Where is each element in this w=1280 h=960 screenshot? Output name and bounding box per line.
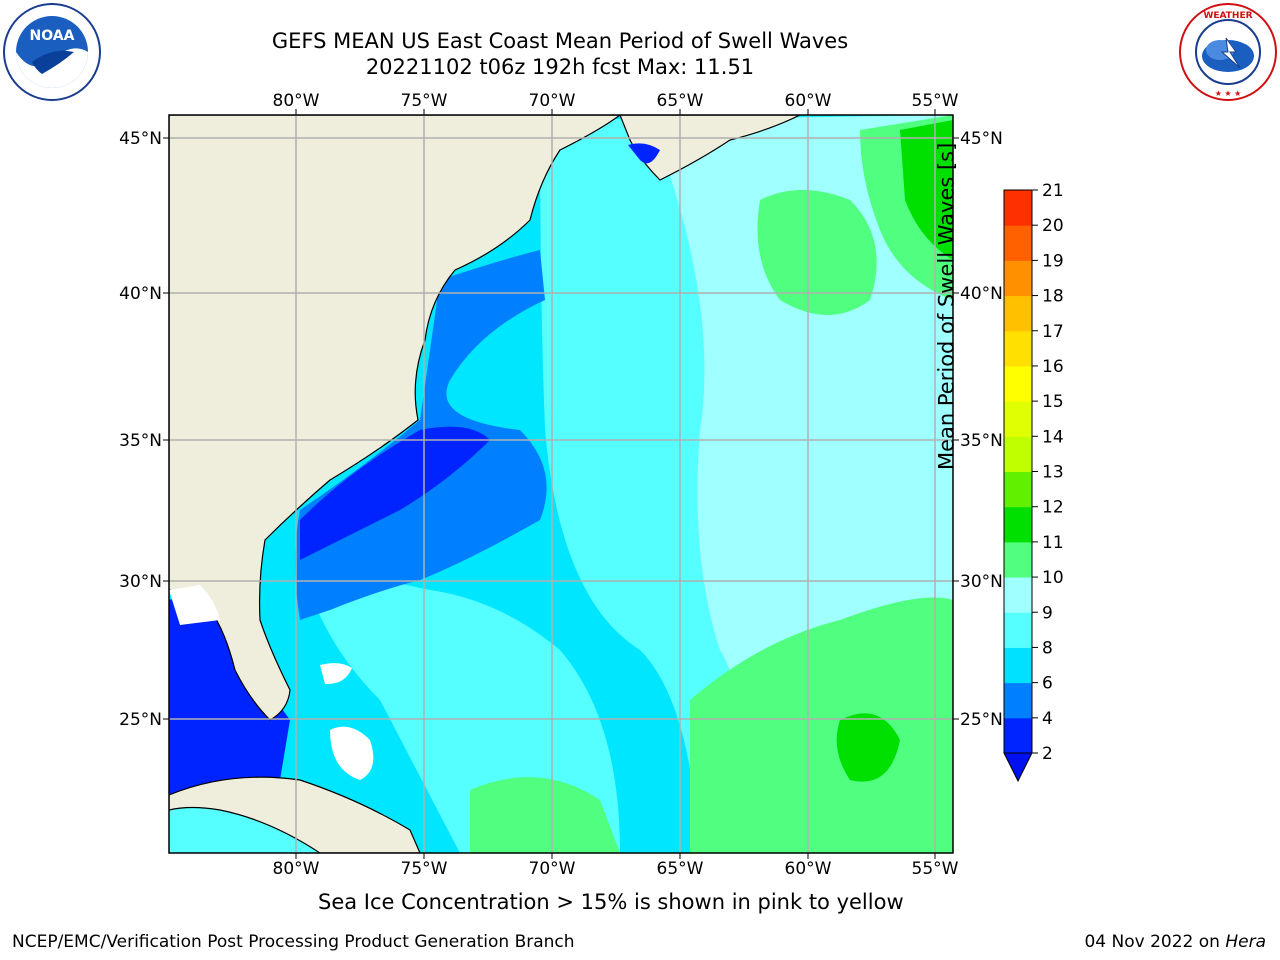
lon-label-top: 70°W — [529, 91, 576, 111]
cuba-land — [169, 776, 421, 853]
little-bahama-bank — [320, 663, 352, 685]
colorbar-tick-label: 11 — [1042, 533, 1064, 553]
colorbar-tick-label: 13 — [1042, 463, 1064, 483]
lat-label-left: 25°N — [119, 710, 162, 730]
colorbar-title: Mean Period of Swell Waves [s] — [934, 142, 959, 470]
lat-label-left: 45°N — [119, 129, 162, 149]
colorbar-tick-label: 9 — [1042, 603, 1053, 623]
colorbar-tick-label: 20 — [1042, 216, 1064, 236]
footer-credit: NCEP/EMC/Verification Post Processing Pr… — [12, 932, 575, 952]
lon-label-top: 65°W — [657, 91, 704, 111]
swell-band-9-10-sw — [470, 777, 620, 853]
north-america-land — [169, 115, 622, 721]
lat-label-left: 40°N — [119, 284, 162, 304]
colorbar-swatch — [1004, 401, 1032, 437]
colorbar-swatch — [1004, 330, 1032, 367]
footer-date-text: 04 Nov 2022 on — [1084, 932, 1226, 952]
lat-label-right: 45°N — [960, 129, 1003, 149]
colorbar-swatch — [1004, 541, 1032, 578]
lon-label-bottom: 65°W — [657, 859, 704, 879]
swell-band-9-10-north — [757, 190, 877, 315]
sea-ice-note: Sea Ice Concentration > 15% is shown in … — [318, 890, 904, 914]
colorbar-tick-label: 2 — [1042, 744, 1053, 764]
chart-title: GEFS MEAN US East Coast Mean Period of S… — [271, 29, 849, 53]
colorbar-swatch — [1004, 506, 1032, 543]
colorbar-swatch — [1004, 365, 1032, 402]
bay-of-fundy — [628, 143, 660, 164]
colorbar-tick-label: 12 — [1042, 498, 1064, 518]
colorbar-tick-label: 10 — [1042, 568, 1064, 588]
colorbar-swatch — [1004, 436, 1032, 472]
colorbar-swatch — [1004, 471, 1032, 508]
colorbar-swatch — [1004, 682, 1032, 719]
colorbar-tick-label: 17 — [1042, 322, 1064, 342]
footer-machine: Hera — [1225, 932, 1266, 952]
svg-text:★ ★ ★: ★ ★ ★ — [1215, 89, 1242, 98]
lon-label-bottom: 55°W — [912, 859, 959, 879]
colorbar-tick-label: 18 — [1042, 287, 1064, 307]
colorbar-swatch — [1004, 260, 1032, 297]
lon-label-bottom: 70°W — [529, 859, 576, 879]
map-frame — [168, 114, 954, 854]
lon-label-bottom: 75°W — [401, 859, 448, 879]
colorbar-tick-label: 8 — [1042, 638, 1053, 658]
lon-label-top: 80°W — [273, 91, 320, 111]
lon-label-top: 60°W — [785, 91, 832, 111]
lon-label-bottom: 60°W — [785, 859, 832, 879]
gulf-coast-mask — [169, 585, 220, 625]
colorbar-swatch — [1004, 647, 1032, 684]
colorbar-swatch — [1004, 295, 1032, 332]
chart-subtitle: 20221102 t06z 192h fcst Max: 11.51 — [365, 55, 755, 79]
colorbar-swatch — [1004, 717, 1032, 754]
gridlines — [169, 115, 953, 853]
lat-label-right: 25°N — [960, 710, 1003, 730]
nws-logo-icon: WEATHER ★ ★ ★ — [1179, 3, 1277, 101]
colorbar-swatch — [1004, 577, 1032, 613]
colorbar-swatch — [1004, 225, 1032, 261]
colorbar-under-triangle — [1003, 752, 1033, 783]
colorbar-tick-label: 21 — [1042, 181, 1064, 201]
colorbar-swatch — [1004, 190, 1032, 226]
footer-date: 04 Nov 2022 on Hera — [1084, 932, 1266, 952]
swell-band-9-10-south — [690, 597, 953, 853]
colorbar-tick-label: 4 — [1042, 709, 1053, 729]
lon-label-bottom: 80°W — [273, 859, 320, 879]
swell-band-10-11 — [900, 120, 953, 260]
swell-band-2-4-coast — [300, 426, 490, 560]
svg-text:WEATHER: WEATHER — [1203, 11, 1252, 21]
svg-text:NOAA: NOAA — [30, 28, 75, 44]
colorbar-tick-label: 16 — [1042, 357, 1064, 377]
colorbar-tick-label: 19 — [1042, 251, 1064, 271]
lat-label-left: 30°N — [119, 572, 162, 592]
bahamas-bank — [330, 726, 374, 780]
swell-band-10-11-south — [836, 713, 900, 782]
colorbar-swatch — [1004, 612, 1032, 648]
lat-label-right: 40°N — [960, 284, 1003, 304]
gulf-low-period — [169, 597, 290, 800]
lon-label-top: 55°W — [912, 91, 959, 111]
lat-label-left: 35°N — [119, 431, 162, 451]
tick-marks — [163, 109, 959, 859]
noaa-logo-icon: NOAA — [3, 3, 101, 101]
colorbar-tick-label: 14 — [1042, 427, 1064, 447]
colorbar-tick-label: 6 — [1042, 674, 1053, 694]
lat-label-right: 30°N — [960, 572, 1003, 592]
lat-label-right: 35°N — [960, 431, 1003, 451]
lon-label-top: 75°W — [401, 91, 448, 111]
map-area — [169, 115, 953, 853]
colorbar-tick-label: 15 — [1042, 392, 1064, 412]
colorbar: 2 4 6 8 9 10 11 12 13 14 15 16 17 18 19 20 21 — [1003, 181, 1064, 783]
